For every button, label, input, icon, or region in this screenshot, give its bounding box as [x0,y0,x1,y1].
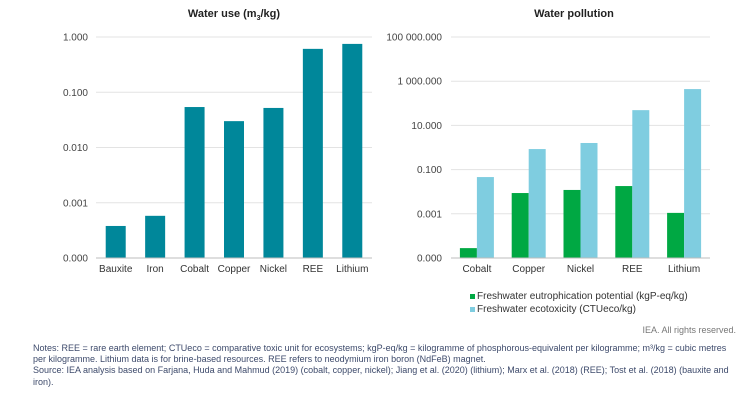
legend-label: Freshwater eutrophication potential (kgP… [477,291,688,302]
bar-ree [302,48,323,258]
legend-item-eutrophication: Freshwater eutrophication potential (kgP… [470,290,688,303]
y-tick-label: 0.100 [63,88,88,99]
bar-cobalt [184,107,205,258]
legend-swatch-green [470,294,475,299]
x-tick-label: Copper [218,264,251,275]
bar-bauxite [105,225,126,258]
y-tick-label: 100 000.000 [386,33,442,44]
x-tick-label: Bauxite [99,264,133,275]
y-tick-label: 1 000.000 [398,77,443,88]
x-tick-label: Cobalt [180,264,209,275]
y-tick-label: 0.010 [63,143,88,154]
bar-copper-s1 [528,149,546,258]
y-tick-label: 0.000 [63,254,88,265]
source-text: Source: IEA analysis based on Farjana, H… [33,365,729,387]
x-tick-label: REE [622,264,643,275]
y-tick-label: 0.001 [417,209,442,220]
y-tick-label: 10.000 [411,121,442,132]
legend: Freshwater eutrophication potential (kgP… [470,290,688,316]
y-tick-label: 0.001 [63,198,88,209]
bar-lithium-s0 [667,212,685,258]
legend-label: Freshwater ecotoxicity (CTUeco/kg) [477,304,636,315]
x-tick-label: Copper [512,264,545,275]
legend-item-ecotoxicity: Freshwater ecotoxicity (CTUeco/kg) [470,303,688,316]
bar-lithium-s1 [684,89,702,258]
y-tick-label: 0.100 [417,165,442,176]
bar-ree-s0 [615,186,633,258]
x-tick-label: Iron [147,264,164,275]
bar-ree-s1 [632,110,650,258]
bar-cobalt-s1 [476,177,494,258]
y-tick-label: 0.000 [417,254,442,265]
x-tick-label: Cobalt [462,264,491,275]
x-tick-label: Lithium [668,264,700,275]
bar-copper-s0 [511,193,529,258]
notes-text: Notes: REE = rare earth element; CTUeco … [33,343,727,365]
x-tick-label: Lithium [336,264,368,275]
bar-cobalt-s0 [459,248,477,258]
x-tick-label: REE [303,264,324,275]
bar-lithium [342,43,363,259]
notes-block: Notes: REE = rare earth element; CTUeco … [33,343,738,388]
y-tick-label: 1.000 [63,33,88,44]
chart-title: Water pollution [534,8,614,20]
chart-title: Water use (m3/kg) [188,8,280,22]
x-tick-label: Nickel [260,264,287,275]
bar-nickel-s0 [563,189,581,258]
x-tick-label: Nickel [567,264,594,275]
legend-swatch-blue [470,307,475,312]
bar-iron [145,215,166,258]
rights-notice: IEA. All rights reserved. [642,325,736,335]
bar-copper [224,121,244,258]
bar-nickel [263,107,284,258]
bar-nickel-s1 [580,142,598,258]
